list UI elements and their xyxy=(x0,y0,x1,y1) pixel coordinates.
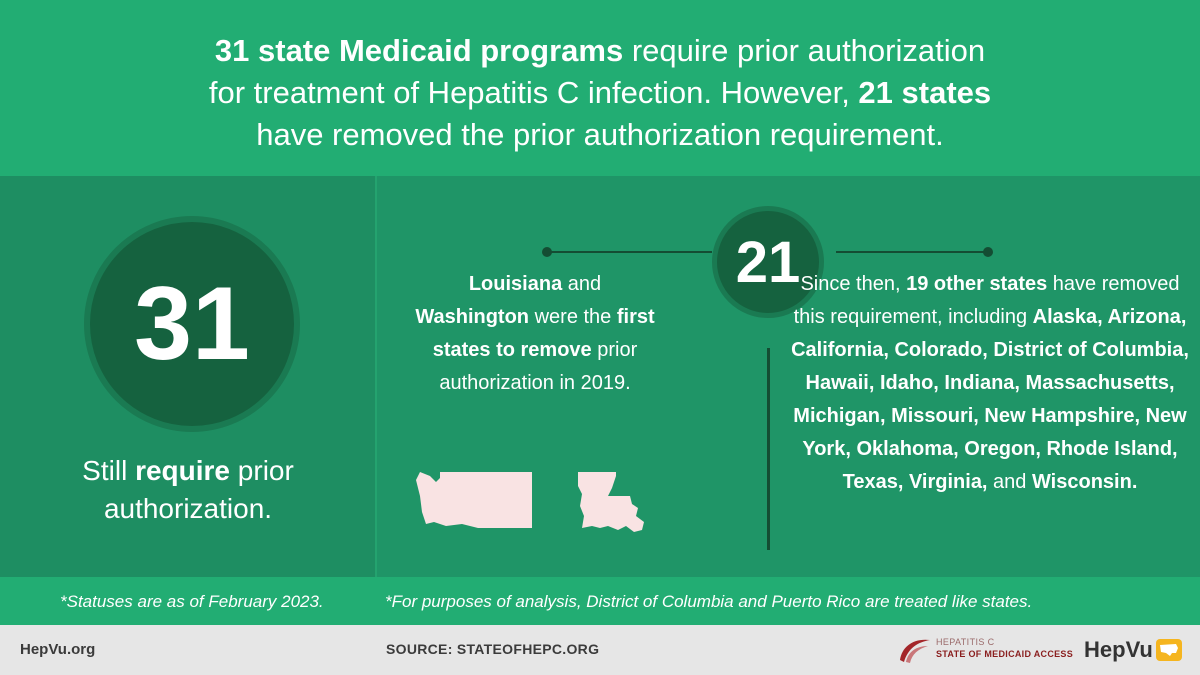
hepc-swoosh-icon xyxy=(900,639,930,663)
left-caption: Still require prior authorization. xyxy=(30,452,346,528)
source-label: SOURCE: STATEOFHEPC.ORG xyxy=(386,641,600,657)
hepvu-hep: Hep xyxy=(1084,637,1126,662)
main-panel: 31 Still require prior authorization. 21… xyxy=(0,176,1200,577)
vertical-line xyxy=(767,348,770,550)
nineteen-states-label: 19 other states xyxy=(906,273,1048,295)
caption-bold: require xyxy=(135,455,231,486)
first-t2: were the xyxy=(529,306,617,328)
washington-map-icon xyxy=(416,472,532,528)
count-31-circle: 31 xyxy=(84,216,300,432)
first-remove-label: first states to remove xyxy=(432,306,655,361)
caption-post: prior authorization. xyxy=(103,455,294,524)
louisiana-map-icon xyxy=(578,472,644,532)
connector-line-left xyxy=(547,251,712,253)
headline-banner: 31 state Medicaid programs require prior… xyxy=(0,0,1200,176)
headline-bold-31: 31 state Medicaid programs xyxy=(214,33,624,68)
analysis-note: *For purposes of analysis, District of C… xyxy=(385,592,1033,611)
louisiana-label: Louisiana xyxy=(468,273,563,295)
caption-pre: Still xyxy=(82,455,136,486)
since-then-text: Since then, 19 other states have removed… xyxy=(790,268,1190,499)
hepc-medicaid-logo: HEPATITIS C STATE OF MEDICAID ACCESS xyxy=(898,635,1073,665)
since-t2: have removed this requirement, including xyxy=(793,273,1180,328)
column-divider xyxy=(375,176,377,577)
washington-label: Washington xyxy=(415,306,530,328)
hepc-big-text: STATE OF MEDICAID ACCESS xyxy=(936,649,1074,659)
status-date-note: *Statuses are as of February 2023. xyxy=(60,592,324,611)
states-list: Alaska, Arizona, California, Colorado, D… xyxy=(791,306,1189,493)
wisconsin-label: Wisconsin. xyxy=(1031,471,1138,493)
hepvu-logo: Hep Vu xyxy=(1084,637,1182,663)
since-t3: and xyxy=(987,471,1032,493)
headline-text-1: require prior authorization xyxy=(623,33,986,68)
count-21-circle: 21 xyxy=(712,206,824,318)
headline-bold-21: 21 states xyxy=(858,75,992,110)
notes-bar: *Statuses are as of February 2023. *For … xyxy=(0,577,1200,625)
first-t1: and xyxy=(562,273,602,295)
site-link[interactable]: HepVu.org xyxy=(20,641,96,658)
footer: HepVu.org SOURCE: STATEOFHEPC.ORG HEPATI… xyxy=(0,625,1200,675)
first-t3: prior authorization in 2019. xyxy=(439,339,638,394)
since-t1: Since then, xyxy=(800,273,907,295)
connector-dot-right xyxy=(983,247,993,257)
left-column: 31 Still require prior authorization. xyxy=(0,176,375,577)
hepvu-vu: Vu xyxy=(1125,637,1153,662)
first-states-text: Louisiana and Washington were the first … xyxy=(410,268,660,400)
hepc-small-text: HEPATITIS C xyxy=(936,637,995,647)
headline-text-2: for treatment of Hepatitis C infection. … xyxy=(208,75,859,110)
us-map-icon xyxy=(1155,639,1182,661)
headline-text-3: have removed the prior authorization req… xyxy=(256,117,944,152)
headline-text: 31 state Medicaid programs require prior… xyxy=(100,30,1100,156)
connector-line-right xyxy=(836,251,988,253)
